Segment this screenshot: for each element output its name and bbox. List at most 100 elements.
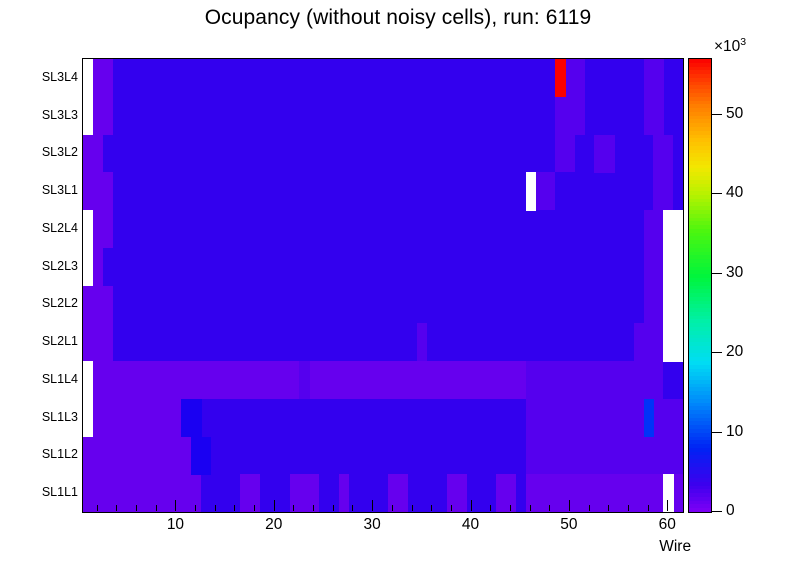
heatmap-cell xyxy=(643,398,655,438)
colorbar-segment xyxy=(689,281,711,287)
colorbar-segment xyxy=(689,308,711,313)
heatmap-cell xyxy=(92,210,114,249)
colorbar-segment xyxy=(689,361,711,366)
colorbar-segment xyxy=(689,353,711,358)
colorbar-segment xyxy=(689,59,711,64)
x-axis-tick-label: 50 xyxy=(560,516,578,533)
heatmap-cell xyxy=(102,361,300,400)
heatmap-cell xyxy=(83,96,94,136)
colorbar-segment xyxy=(689,213,711,219)
x-axis-minor-tick xyxy=(549,505,551,511)
colorbar-segment xyxy=(689,119,711,124)
heatmap-cell xyxy=(643,247,664,287)
colorbar-segment xyxy=(689,338,711,343)
heatmap-cell xyxy=(663,474,674,512)
heatmap-cell xyxy=(250,398,527,438)
colorbar-segment xyxy=(689,259,711,264)
heatmap-cell xyxy=(319,474,340,512)
colorbar-segment xyxy=(689,508,711,512)
y-axis-label-sl3l1: SL3L1 xyxy=(41,183,78,198)
heatmap-cell xyxy=(663,361,683,400)
colorbar-segment xyxy=(689,228,711,234)
heatmap-cell xyxy=(83,285,114,324)
colorbar-segment xyxy=(689,70,711,75)
plot-frame[interactable] xyxy=(82,58,684,513)
colorbar-segment xyxy=(689,432,711,438)
colorbar-segment xyxy=(689,85,711,90)
colorbar-segment xyxy=(689,145,711,151)
heatmap-cell xyxy=(112,96,556,136)
colorbar-segment xyxy=(689,368,711,374)
heatmap-cell xyxy=(83,474,202,512)
colorbar-segment xyxy=(689,108,711,113)
colorbar-segment xyxy=(689,387,711,392)
heatmap-canvas[interactable] xyxy=(83,59,683,512)
colorbar-segment xyxy=(689,398,711,404)
heatmap-cell xyxy=(201,474,241,512)
heatmap-cell xyxy=(653,398,683,438)
x-axis-minor-tick xyxy=(450,505,452,511)
colorbar-segment xyxy=(689,66,711,72)
colorbar-segment xyxy=(689,383,711,389)
colorbar-segment xyxy=(689,285,711,290)
colorbar-segment xyxy=(689,183,711,189)
heatmap-cell xyxy=(446,474,468,512)
colorbar-segment xyxy=(689,474,711,479)
heatmap-cell xyxy=(663,59,683,98)
colorbar-segment xyxy=(689,104,711,109)
x-axis-minor-tick xyxy=(431,505,433,511)
colorbar-segment xyxy=(689,176,711,181)
colorbar-segment xyxy=(689,413,711,419)
y-axis-label-sl1l1: SL1L1 xyxy=(41,485,78,500)
heatmap-cell xyxy=(673,134,683,173)
heatmap-cell xyxy=(643,285,664,324)
x-axis-minor-tick xyxy=(313,505,315,511)
heatmap-cell xyxy=(653,172,674,211)
colorbar-segment xyxy=(689,89,711,94)
colorbar-segment xyxy=(689,277,711,283)
heatmap-cell xyxy=(83,323,114,362)
colorbar-segment xyxy=(689,436,711,441)
heatmap-cell xyxy=(525,474,664,512)
x-axis-tick-label: 30 xyxy=(363,516,381,533)
heatmap-cell xyxy=(92,247,104,287)
colorbar-segment xyxy=(689,236,711,241)
x-axis-minor-tick xyxy=(647,505,649,511)
heatmap-cell xyxy=(427,323,635,362)
heatmap-cell xyxy=(525,398,645,438)
heatmap-cell xyxy=(83,398,94,438)
colorbar-segment xyxy=(689,111,711,117)
colorbar-segment xyxy=(689,217,711,223)
colorbar-segment xyxy=(689,478,711,483)
colorbar-segment xyxy=(689,96,711,102)
colorbar-tick-label: 20 xyxy=(726,343,744,361)
colorbar-segment xyxy=(689,262,711,268)
heatmap-cell xyxy=(112,323,419,362)
x-axis-minor-tick xyxy=(352,505,354,511)
colorbar-segment xyxy=(689,379,711,385)
y-axis-label-sl3l2: SL3L2 xyxy=(41,145,78,160)
x-axis-minor-tick xyxy=(391,505,393,511)
colorbar-segment xyxy=(689,485,711,491)
colorbar-segment xyxy=(689,81,711,87)
x-axis-major-tick xyxy=(273,500,275,511)
colorbar-segment xyxy=(689,149,711,155)
colorbar-segment xyxy=(689,428,711,434)
heatmap-cell xyxy=(525,361,664,400)
x-axis-minor-tick xyxy=(116,505,118,511)
heatmap-cell xyxy=(584,59,645,98)
colorbar-segment xyxy=(689,123,711,128)
colorbar-segment xyxy=(689,198,711,204)
heatmap-cell xyxy=(102,247,645,287)
colorbar-segment xyxy=(689,315,711,321)
colorbar-segment xyxy=(689,493,711,498)
colorbar-segment xyxy=(689,243,711,249)
heatmap-cell xyxy=(210,436,527,475)
heatmap-cell xyxy=(201,398,251,438)
heatmap-cell xyxy=(555,134,576,173)
x-axis-minor-tick xyxy=(155,505,157,511)
colorbar-segment xyxy=(689,345,711,351)
heatmap-cell xyxy=(83,172,114,211)
heatmap-cell xyxy=(614,134,655,173)
